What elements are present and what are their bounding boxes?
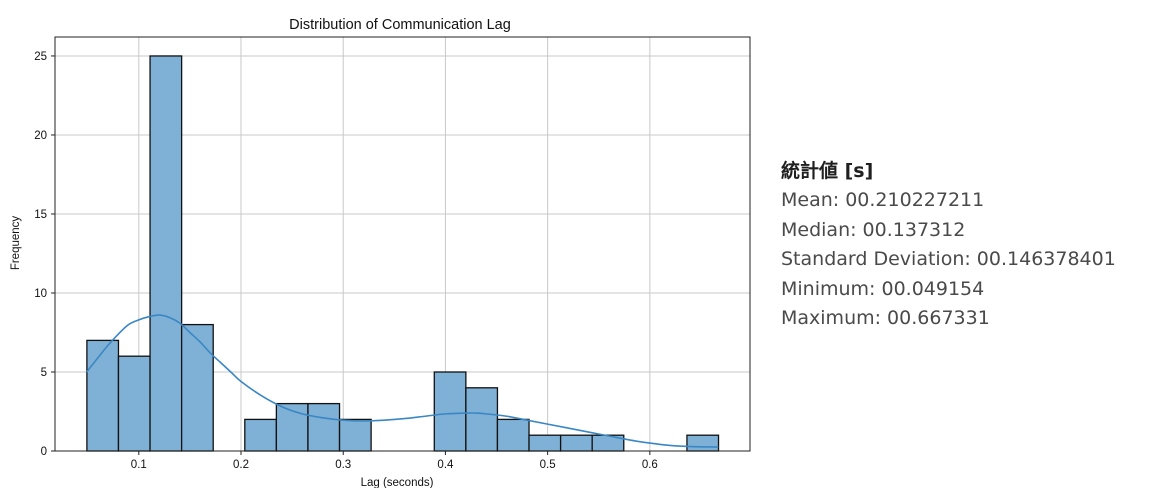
histogram-chart: Distribution of Communication Lag 0.1 0.2… xyxy=(10,17,751,488)
y-tick-label: 20 xyxy=(34,130,47,142)
histogram-bar xyxy=(528,434,562,452)
histogram-bar xyxy=(559,434,593,452)
mean-value: Mean: 00.210227211 xyxy=(781,189,985,211)
histogram-bars xyxy=(86,55,720,452)
histogram-bar xyxy=(117,355,151,452)
histogram-bar xyxy=(338,418,372,452)
histogram-bar xyxy=(244,418,278,452)
plot-frame xyxy=(54,36,751,452)
x-axis-label: Lag (seconds) xyxy=(361,477,434,488)
std-deviation-value: Standard Deviation: 00.146378401 xyxy=(781,248,1116,270)
histogram-bar xyxy=(180,323,214,452)
kde-curve xyxy=(86,314,719,448)
median-value: Median: 00.137312 xyxy=(781,218,966,241)
statistics-panel: 統計値 [s] Mean: 00.210227211 Median: 00.13… xyxy=(781,156,1156,334)
y-tick-label: 25 xyxy=(34,51,47,63)
y-tick-label: 0 xyxy=(41,446,47,458)
chart-title: Distribution of Communication Lag xyxy=(289,17,511,33)
histogram-bar xyxy=(496,418,530,452)
histogram-svg: Distribution of Communication Lag 0.1 0.2… xyxy=(10,17,751,488)
histogram-bar xyxy=(86,339,120,452)
y-tick-label: 10 xyxy=(34,288,47,300)
y-tick-label: 15 xyxy=(34,209,47,221)
histogram-bar xyxy=(307,402,341,452)
x-tick-label: 0.2 xyxy=(233,459,249,471)
x-tick-label: 0.1 xyxy=(131,459,147,471)
statistics-heading: 統計値 [s] xyxy=(781,160,874,182)
histogram-bar xyxy=(686,434,720,452)
y-tick-label: 5 xyxy=(41,367,47,379)
x-tick-label: 0.6 xyxy=(642,459,658,471)
histogram-bar xyxy=(465,387,499,452)
x-tick-label: 0.4 xyxy=(437,459,454,471)
maximum-value: Maximum: 00.667331 xyxy=(781,307,990,329)
x-tick-label: 0.5 xyxy=(540,459,556,471)
minimum-value: Minimum: 00.049154 xyxy=(781,277,985,300)
histogram-bar xyxy=(433,371,467,452)
histogram-bar xyxy=(149,55,183,452)
axis-ticks: 0.1 0.2 0.3 0.4 0.5 0.6 0 5 10 15 20 25 xyxy=(34,51,658,471)
y-axis-label: Frequency xyxy=(10,216,22,271)
x-tick-label: 0.3 xyxy=(335,459,351,471)
